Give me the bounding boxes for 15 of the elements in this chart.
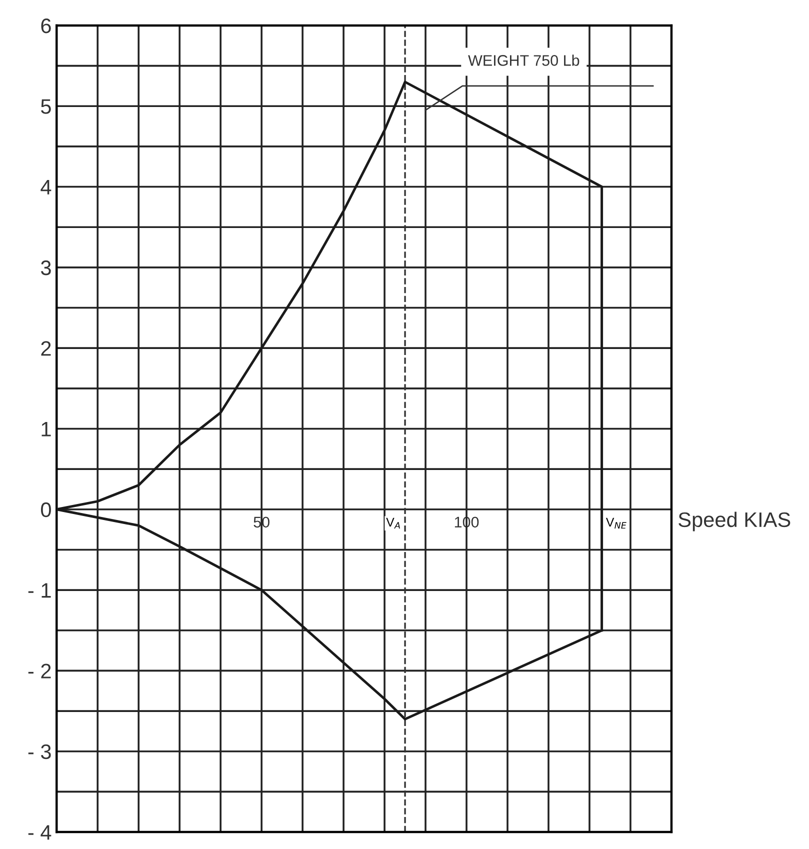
y-tick-label: - 1 <box>28 583 51 598</box>
y-tick-label: - 2 <box>28 664 51 678</box>
x-axis-title: Speed KIAS <box>678 512 790 532</box>
y-tick-label: 4 <box>40 180 52 194</box>
y-tick-label: 2 <box>41 341 51 356</box>
y-tick-label: 3 <box>40 260 51 276</box>
y-tick-label: 0 <box>40 502 51 518</box>
y-tick-label: - 4 <box>28 825 52 840</box>
y-tick-label: 5 <box>41 99 51 114</box>
y-tick-label: 6 <box>41 18 51 34</box>
y-tick-label: - 3 <box>28 744 51 760</box>
annotation: WEIGHT 750 Lb <box>468 54 580 66</box>
ref-line-label: V$_{A}$ <box>386 518 400 529</box>
y-tick-label: 1 <box>42 422 51 436</box>
annotation: V$_{NE}$ <box>606 518 626 529</box>
